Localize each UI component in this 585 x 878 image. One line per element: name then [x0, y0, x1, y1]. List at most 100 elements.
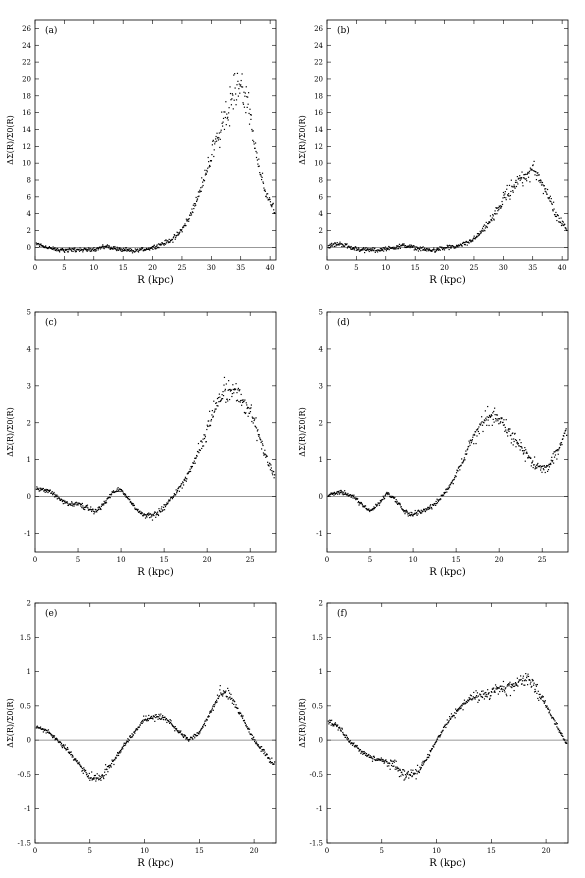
data-point [141, 720, 143, 723]
data-point [561, 223, 563, 225]
data-point [358, 248, 360, 250]
data-point [527, 171, 529, 173]
data-point [466, 449, 468, 451]
data-point [97, 509, 99, 511]
data-point [215, 402, 217, 404]
data-point [243, 719, 246, 721]
data-point [400, 775, 402, 777]
data-point [507, 194, 509, 196]
data-point [156, 245, 158, 247]
data-point [441, 732, 443, 734]
data-point [99, 248, 102, 250]
data-point [111, 493, 113, 495]
data-point [461, 245, 463, 247]
data-point [362, 751, 364, 753]
y-axis-label: ΔΣ(R)/Σ0(R) [6, 407, 15, 456]
data-point [262, 182, 265, 184]
data-point [231, 702, 233, 704]
data-point [345, 734, 348, 737]
data-point [112, 246, 115, 248]
data-point [434, 251, 436, 253]
data-point [241, 86, 243, 88]
data-point [429, 505, 431, 507]
data-point [225, 690, 227, 692]
data-point [116, 249, 118, 252]
data-point [496, 418, 498, 420]
data-point [405, 246, 408, 249]
data-point [430, 506, 433, 509]
data-point [100, 505, 103, 507]
data-point [350, 496, 352, 498]
data-point [391, 496, 393, 498]
data-point [548, 712, 550, 714]
data-point [430, 748, 433, 750]
data-point [261, 178, 263, 181]
data-point [448, 486, 451, 488]
data-point [520, 177, 522, 179]
data-point [395, 766, 397, 768]
data-point [544, 471, 546, 474]
data-point [234, 388, 236, 390]
data-point [241, 404, 243, 406]
data-point [108, 767, 110, 769]
data-point [430, 749, 432, 752]
data-point [462, 460, 465, 462]
data-point [501, 685, 503, 687]
data-point [174, 238, 176, 240]
data-point [273, 763, 275, 765]
data-point [49, 247, 51, 249]
data-point [500, 207, 502, 209]
data-point [236, 399, 239, 401]
data-point [98, 778, 101, 780]
data-point [235, 400, 238, 402]
data-point [544, 188, 546, 190]
data-point [389, 246, 391, 248]
data-point [271, 761, 273, 764]
y-axis-label: ΔΣ(R)/Σ0(R) [298, 407, 307, 456]
data-point [497, 420, 499, 422]
data-point [416, 511, 418, 514]
data-point [540, 469, 542, 471]
data-point [419, 766, 421, 768]
data-point [562, 224, 564, 226]
data-point [401, 508, 403, 510]
data-point [566, 434, 568, 436]
data-point [185, 218, 187, 220]
data-point [121, 746, 123, 749]
data-point [48, 247, 50, 249]
data-point [56, 498, 58, 500]
data-point [342, 731, 344, 734]
data-point [71, 756, 73, 758]
data-point [566, 742, 568, 744]
data-point [246, 407, 248, 410]
data-point [381, 249, 383, 251]
data-point [554, 214, 556, 216]
data-point [490, 695, 492, 697]
data-point [558, 449, 560, 451]
data-point [228, 697, 230, 699]
data-point [221, 111, 223, 113]
data-point [223, 111, 225, 113]
data-point [451, 482, 453, 484]
data-point [225, 101, 227, 103]
data-point [331, 719, 333, 721]
data-point [107, 765, 109, 768]
data-point [421, 512, 423, 514]
data-point [130, 250, 132, 252]
data-point [438, 734, 440, 737]
data-point [403, 511, 405, 513]
panel-label: (d) [337, 317, 350, 328]
data-point [80, 766, 83, 768]
y-tick-label: 2 [319, 419, 323, 427]
data-point [218, 696, 220, 698]
data-point [243, 400, 245, 402]
data-point [268, 197, 271, 199]
data-point [212, 139, 214, 141]
data-point [406, 510, 408, 512]
data-point [102, 775, 104, 777]
data-point [204, 725, 207, 727]
data-point [525, 178, 527, 180]
y-tick-label: 4 [319, 345, 324, 353]
data-point [207, 716, 209, 718]
data-point [118, 248, 121, 250]
